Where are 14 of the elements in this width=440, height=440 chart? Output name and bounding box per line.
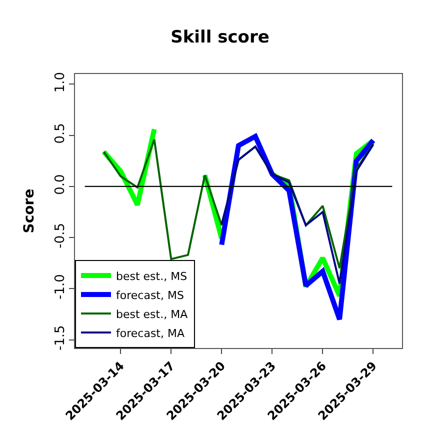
y-axis-title: Score — [21, 188, 38, 234]
legend-label: best est., MS — [116, 270, 188, 283]
y-tick-label: -1.5 — [52, 325, 68, 351]
y-tick-label: 0.0 — [52, 174, 68, 195]
line-series — [220, 144, 374, 285]
y-tick-label: 0.5 — [52, 123, 68, 144]
legend-label: best est., MA — [116, 308, 188, 321]
y-tick-label: 1.0 — [52, 72, 68, 93]
legend-label: forecast, MS — [116, 288, 184, 302]
legend-label: forecast, MA — [116, 326, 185, 340]
y-tick-label: -1.0 — [52, 274, 68, 300]
y-tick-label: -0.5 — [52, 222, 68, 248]
line-series — [102, 138, 374, 270]
chart-title: Skill score — [170, 28, 270, 48]
